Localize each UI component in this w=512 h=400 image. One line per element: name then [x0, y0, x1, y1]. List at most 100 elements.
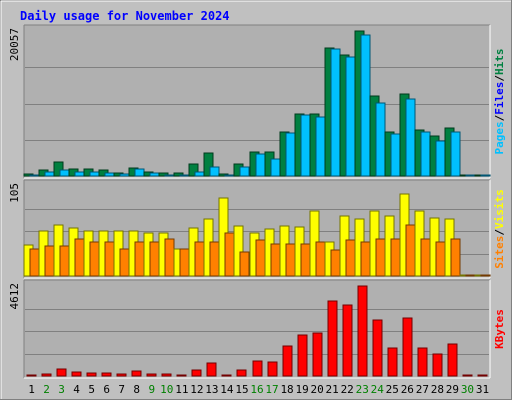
x-tick-label: 14 — [220, 383, 234, 396]
bar-kbytes-day-14 — [221, 374, 232, 377]
bar-sites-day-11 — [179, 248, 190, 277]
bar-files-day-23 — [360, 34, 371, 177]
bar-sites-day-5 — [89, 241, 100, 277]
bar-kbytes-day-2 — [41, 373, 52, 377]
x-axis-labels: 1 2 3 4 5 6 7 8 9 10 11 12 13 14 15 16 17 18 19 20 21 22 23 24 2… — [28, 383, 489, 396]
bar-kbytes-day-12 — [191, 369, 202, 377]
bar-files-day-4 — [74, 171, 85, 177]
bar-hits-day-12 — [188, 163, 199, 177]
x-tick-label: 27 — [416, 383, 429, 396]
bar-sites-day-25 — [390, 238, 401, 277]
bar-sites-day-18 — [285, 243, 296, 277]
bar-files-day-14 — [224, 174, 235, 177]
bar-kbytes-day-23 — [357, 285, 368, 377]
x-tick-label: 8 — [133, 383, 140, 396]
panel-visits-sites: 105 Sites/Visits — [8, 179, 506, 279]
bar-sites-day-26 — [405, 224, 416, 277]
bar-kbytes-day-30 — [462, 374, 473, 377]
x-tick-label: 24 — [371, 383, 385, 396]
bar-kbytes-day-13 — [206, 362, 217, 377]
bar-kbytes-day-26 — [402, 317, 413, 377]
bar-kbytes-day-28 — [432, 353, 443, 377]
bar-kbytes-day-20 — [312, 332, 323, 377]
bar-kbytes-day-31 — [477, 374, 488, 377]
x-tick-label: 5 — [88, 383, 95, 396]
x-tick-label: 9 — [148, 383, 155, 396]
bar-sites-day-24 — [375, 238, 386, 277]
bar-files-day-3 — [59, 169, 70, 177]
bar-files-day-10 — [164, 174, 175, 177]
bar-kbytes-day-19 — [297, 334, 308, 377]
x-tick-label: 31 — [476, 383, 489, 396]
bar-kbytes-day-8 — [131, 370, 142, 377]
x-tick-label: 17 — [265, 383, 278, 396]
bar-files-day-13 — [209, 166, 220, 177]
y-max-label: 20057 — [8, 28, 21, 61]
series-axis-label: Sites/Visits — [493, 189, 506, 269]
bar-sites-day-20 — [315, 241, 326, 277]
bar-sites-day-19 — [300, 243, 311, 277]
x-tick-label: 11 — [175, 383, 188, 396]
x-tick-label: 19 — [295, 383, 308, 396]
x-tick-label: 3 — [58, 383, 65, 396]
bar-files-day-2 — [44, 171, 55, 177]
x-tick-label: 20 — [311, 383, 324, 396]
bar-sites-day-21 — [330, 249, 341, 277]
x-tick-label: 26 — [401, 383, 414, 396]
bar-kbytes-day-16 — [252, 360, 263, 377]
bar-sites-day-13 — [209, 241, 220, 277]
bar-sites-day-29 — [450, 238, 461, 277]
bar-sites-day-8 — [134, 241, 145, 277]
x-tick-label: 25 — [386, 383, 399, 396]
series-label-hits: Hits — [493, 49, 506, 76]
x-tick-label: 6 — [103, 383, 110, 396]
x-tick-label: 2 — [43, 383, 50, 396]
bar-sites-day-2 — [44, 245, 55, 277]
bar-files-day-20 — [315, 116, 326, 177]
bar-hits-day-3 — [53, 161, 64, 177]
bar-kbytes-day-29 — [447, 343, 458, 377]
bar-sites-day-16 — [255, 239, 266, 277]
series-axis-label: KBytes — [493, 309, 506, 349]
bar-kbytes-day-18 — [282, 345, 293, 377]
bar-kbytes-day-3 — [56, 368, 67, 377]
bar-kbytes-day-4 — [71, 371, 82, 377]
bar-kbytes-day-22 — [342, 304, 353, 377]
x-tick-label: 18 — [280, 383, 293, 396]
bar-files-day-6 — [104, 172, 115, 177]
bar-kbytes-day-17 — [267, 361, 278, 377]
x-tick-label: 30 — [461, 383, 474, 396]
bar-files-day-21 — [330, 48, 341, 177]
bar-kbytes-day-25 — [387, 347, 398, 377]
bar-sites-day-31 — [480, 274, 491, 277]
x-tick-label: 13 — [205, 383, 218, 396]
x-tick-label: 7 — [118, 383, 125, 396]
bar-sites-day-14 — [224, 232, 235, 277]
bar-files-day-29 — [450, 131, 461, 177]
bar-files-day-5 — [89, 171, 100, 177]
bar-files-day-18 — [285, 132, 296, 177]
x-tick-label: 10 — [160, 383, 173, 396]
bar-files-day-19 — [300, 114, 311, 177]
series-label-files: Files — [493, 82, 506, 115]
bar-kbytes-day-11 — [176, 374, 187, 377]
bar-sites-day-12 — [194, 241, 205, 277]
bar-kbytes-day-10 — [161, 373, 172, 377]
x-tick-label: 28 — [431, 383, 444, 396]
bar-sites-day-10 — [164, 238, 175, 277]
bar-sites-day-1 — [29, 248, 40, 277]
bar-files-day-12 — [194, 171, 205, 177]
x-tick-label: 15 — [235, 383, 248, 396]
series-label-sites: Sites — [493, 236, 506, 269]
bar-files-day-15 — [239, 166, 250, 177]
bar-kbytes-day-9 — [146, 373, 157, 377]
bar-files-day-30 — [465, 174, 476, 177]
bar-sites-day-3 — [59, 245, 70, 277]
x-tick-label: 1 — [28, 383, 35, 396]
bar-hits-day-13 — [203, 152, 214, 177]
bar-kbytes-day-7 — [116, 373, 127, 377]
panel-kbytes: 4612 KBytes — [8, 279, 506, 379]
bar-files-day-28 — [435, 140, 446, 177]
